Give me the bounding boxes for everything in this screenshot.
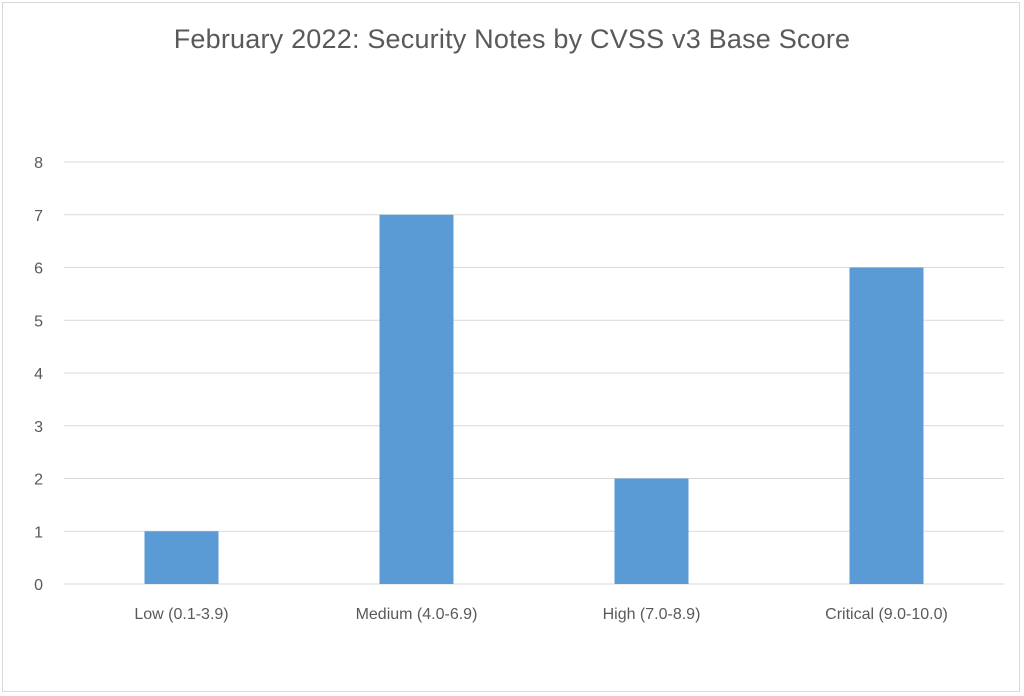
x-tick-label: High (7.0-8.9) — [603, 606, 701, 623]
x-axis-tick-labels: Low (0.1-3.9) Medium (4.0-6.9) High (7.0-8… — [134, 606, 947, 623]
bar-1 — [144, 531, 219, 584]
x-tick-label: Critical (9.0-10.0) — [825, 606, 948, 623]
y-tick-label: 6 — [34, 261, 43, 278]
bar-series — [144, 214, 924, 584]
bar-2 — [379, 214, 454, 584]
y-tick-label: 7 — [34, 208, 43, 225]
chart-title: February 2022: Security Notes by CVSS v3… — [173, 24, 851, 54]
y-tick-label: 2 — [34, 472, 43, 489]
y-axis-tick-labels: 0 1 2 3 4 5 6 7 8 — [34, 155, 43, 594]
y-tick-label: 1 — [34, 524, 43, 541]
y-tick-label: 0 — [34, 577, 43, 594]
x-tick-label: Low (0.1-3.9) — [134, 606, 228, 623]
y-tick-label: 4 — [34, 366, 43, 383]
x-tick-label: Medium (4.0-6.9) — [356, 606, 478, 623]
bar-3 — [614, 478, 689, 584]
gridlines — [64, 161, 1004, 585]
bar-4 — [849, 267, 924, 584]
y-tick-label: 3 — [34, 419, 43, 436]
y-tick-label: 5 — [34, 313, 43, 330]
y-tick-label: 8 — [34, 155, 43, 172]
